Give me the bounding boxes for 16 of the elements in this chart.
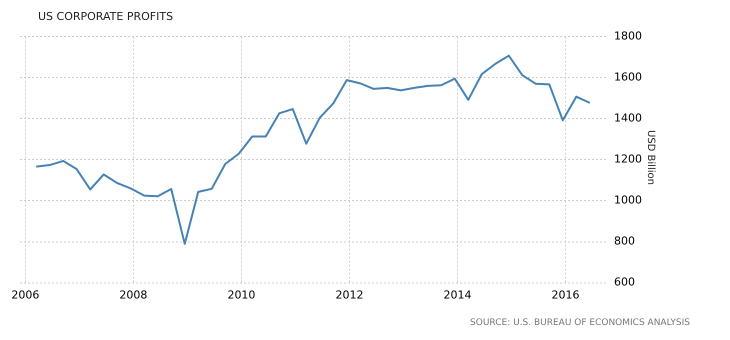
source-note: SOURCE: U.S. BUREAU OF ECONOMICS ANALYSIS	[470, 318, 690, 328]
x-tick-label: 2012	[335, 288, 364, 302]
y-tick-label: 1000	[614, 194, 642, 207]
x-tick-label: 2014	[443, 288, 472, 302]
x-tick-label: 2006	[11, 288, 40, 302]
y-tick-label: 1200	[614, 152, 642, 166]
y-tick-label: 600	[614, 276, 636, 289]
y-tick-label: 1600	[614, 70, 642, 84]
y-tick-label: 800	[614, 234, 636, 248]
y-tick-label: 1800	[614, 29, 642, 42]
x-tick-label: 2008	[119, 288, 148, 302]
y-axis-title: USD Billion	[644, 130, 656, 187]
x-tick-label: 2016	[552, 288, 580, 302]
y-tick-label: 1400	[614, 112, 642, 125]
chart-title: US CORPORATE PROFITS	[38, 10, 174, 23]
x-tick-label: 2010	[227, 288, 256, 302]
